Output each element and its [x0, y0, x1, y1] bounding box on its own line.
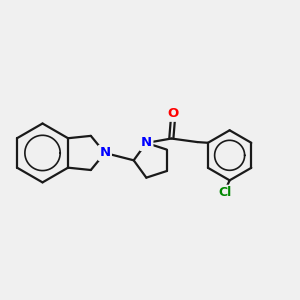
Text: Cl: Cl	[219, 186, 232, 199]
Text: N: N	[141, 136, 152, 149]
Text: N: N	[99, 146, 110, 159]
Text: O: O	[167, 107, 178, 120]
